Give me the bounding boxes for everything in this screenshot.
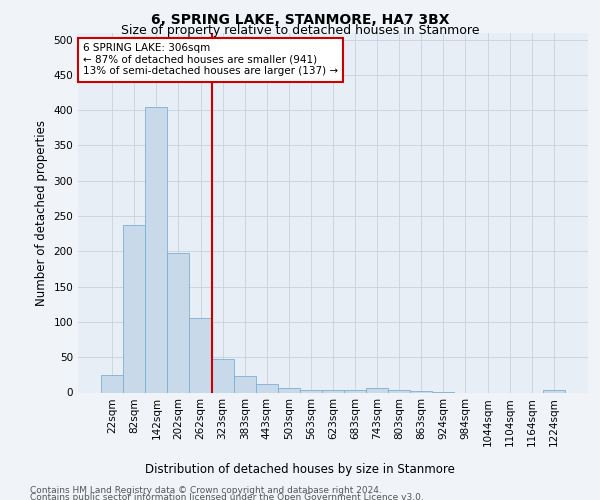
Bar: [543, 390, 565, 392]
Bar: [388, 390, 410, 392]
Bar: [366, 388, 388, 392]
Bar: [322, 390, 344, 392]
Text: Contains public sector information licensed under the Open Government Licence v3: Contains public sector information licen…: [30, 494, 424, 500]
Text: Size of property relative to detached houses in Stanmore: Size of property relative to detached ho…: [121, 24, 479, 37]
Bar: [123, 225, 145, 392]
Bar: [344, 390, 366, 392]
Bar: [145, 106, 167, 393]
Text: Contains HM Land Registry data © Crown copyright and database right 2024.: Contains HM Land Registry data © Crown c…: [30, 486, 382, 495]
Bar: [300, 390, 322, 392]
Text: Distribution of detached houses by size in Stanmore: Distribution of detached houses by size …: [145, 463, 455, 476]
Y-axis label: Number of detached properties: Number of detached properties: [35, 120, 48, 306]
Bar: [212, 358, 233, 392]
Bar: [190, 318, 212, 392]
Bar: [167, 252, 190, 392]
Text: 6, SPRING LAKE, STANMORE, HA7 3BX: 6, SPRING LAKE, STANMORE, HA7 3BX: [151, 12, 449, 26]
Bar: [278, 388, 300, 392]
Bar: [256, 384, 278, 392]
Bar: [233, 376, 256, 392]
Text: 6 SPRING LAKE: 306sqm
← 87% of detached houses are smaller (941)
13% of semi-det: 6 SPRING LAKE: 306sqm ← 87% of detached …: [83, 44, 338, 76]
Bar: [101, 375, 123, 392]
Bar: [410, 391, 433, 392]
